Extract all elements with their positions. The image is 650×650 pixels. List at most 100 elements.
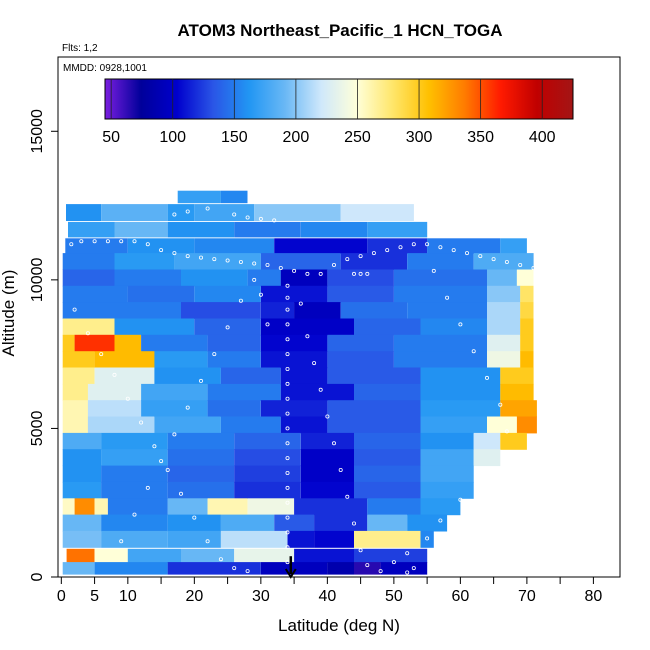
heatmap-cell bbox=[62, 351, 95, 369]
heatmap-cell bbox=[407, 253, 474, 270]
heatmap-cell bbox=[260, 562, 328, 575]
obs-point bbox=[285, 307, 290, 312]
heatmap-cell bbox=[367, 498, 421, 516]
obs-point bbox=[192, 515, 197, 520]
plot-area bbox=[62, 190, 537, 575]
obs-point bbox=[218, 557, 223, 562]
heatmap-cell bbox=[167, 498, 208, 516]
obs-point bbox=[531, 265, 536, 270]
obs-point bbox=[285, 352, 290, 357]
heatmap-cell bbox=[520, 334, 534, 352]
heatmap-cell bbox=[65, 238, 128, 254]
heatmap-cell bbox=[420, 400, 501, 418]
heatmap-row bbox=[177, 190, 248, 204]
heatmap-cell bbox=[107, 498, 168, 516]
x-tick-label: 30 bbox=[252, 588, 270, 605]
heatmap-row bbox=[62, 400, 537, 418]
heatmap-cell bbox=[280, 416, 328, 434]
obs-point bbox=[85, 331, 90, 336]
obs-point bbox=[272, 218, 277, 223]
heatmap-cell bbox=[194, 318, 261, 336]
obs-point bbox=[69, 242, 74, 247]
obs-point bbox=[445, 295, 450, 300]
heatmap-cell bbox=[127, 548, 181, 563]
heatmap-cell bbox=[300, 449, 354, 467]
x-axis: 0 5 10 20 30 40 50 60 70 80 bbox=[57, 577, 602, 605]
heatmap-cell bbox=[314, 530, 354, 548]
obs-point bbox=[365, 563, 370, 568]
obs-point bbox=[252, 261, 257, 266]
colorbar-tick-label: 50 bbox=[102, 129, 120, 146]
heatmap-cell bbox=[500, 238, 527, 254]
heatmap-cell bbox=[487, 302, 521, 319]
obs-point bbox=[165, 467, 170, 472]
heatmap-row bbox=[62, 269, 534, 287]
obs-point bbox=[365, 271, 370, 276]
heatmap-cell bbox=[354, 481, 421, 499]
heatmap-cell bbox=[167, 562, 261, 575]
obs-point bbox=[285, 411, 290, 416]
x-tick-label: 10 bbox=[119, 588, 137, 605]
obs-point bbox=[245, 569, 250, 574]
heatmap-cell bbox=[207, 400, 261, 418]
obs-point bbox=[99, 352, 104, 357]
heatmap-cell bbox=[114, 302, 181, 319]
heatmap-cell bbox=[62, 449, 102, 467]
heatmap-cell bbox=[234, 221, 301, 238]
obs-point bbox=[132, 512, 137, 517]
heatmap-cell bbox=[327, 351, 394, 369]
obs-point bbox=[198, 255, 203, 260]
obs-point bbox=[484, 375, 489, 380]
heatmap-cell bbox=[487, 351, 521, 369]
heatmap-cell bbox=[207, 351, 261, 369]
obs-point bbox=[245, 215, 250, 220]
obs-point bbox=[198, 378, 203, 383]
heatmap-cell bbox=[260, 302, 295, 319]
obs-point bbox=[145, 485, 150, 490]
heatmap-cell bbox=[420, 481, 474, 499]
obs-point bbox=[105, 239, 110, 244]
heatmap-cell bbox=[516, 269, 534, 287]
obs-point bbox=[318, 271, 323, 276]
obs-point bbox=[172, 432, 177, 437]
obs-point bbox=[172, 251, 177, 256]
obs-point bbox=[358, 254, 363, 259]
obs-point bbox=[398, 245, 403, 250]
obs-point bbox=[178, 491, 183, 496]
heatmap-cell bbox=[174, 253, 261, 270]
obs-point bbox=[285, 485, 290, 490]
heatmap-row bbox=[62, 562, 428, 575]
heatmap-cell bbox=[207, 383, 281, 401]
obs-point bbox=[425, 536, 430, 541]
heatmap-cell bbox=[300, 221, 368, 238]
heatmap-cell bbox=[66, 548, 95, 563]
heatmap-cell bbox=[367, 514, 408, 532]
heatmap-cell bbox=[94, 562, 168, 575]
heatmap-cell bbox=[62, 269, 115, 287]
heatmap-cell bbox=[62, 562, 95, 575]
obs-point bbox=[411, 242, 416, 247]
heatmap-cell bbox=[114, 334, 142, 352]
colorbar-tick-label: 100 bbox=[159, 129, 186, 146]
heatmap-cell bbox=[62, 400, 88, 418]
obs-point bbox=[504, 429, 509, 434]
heatmap-cell bbox=[194, 238, 275, 254]
heatmap-cell bbox=[167, 530, 221, 548]
obs-point bbox=[451, 248, 456, 253]
obs-point bbox=[185, 209, 190, 214]
heatmap-cell bbox=[260, 285, 328, 303]
obs-point bbox=[205, 206, 210, 211]
chart-title: ATOM3 Northeast_Pacific_1 HCN_TOGA bbox=[178, 21, 503, 40]
heatmap-cell bbox=[74, 498, 95, 516]
heatmap-cell bbox=[181, 269, 248, 287]
obs-point bbox=[145, 242, 150, 247]
heatmap-cell bbox=[274, 514, 315, 532]
obs-point bbox=[371, 251, 376, 256]
obs-point bbox=[331, 262, 336, 267]
heatmap-cell bbox=[167, 204, 195, 221]
heatmap-cell bbox=[234, 449, 301, 467]
x-tick-label: 5 bbox=[90, 588, 99, 605]
heatmap-cell bbox=[280, 367, 328, 385]
heatmap-cell bbox=[274, 238, 368, 254]
flights-label: Flts: 1,2 bbox=[62, 43, 98, 54]
